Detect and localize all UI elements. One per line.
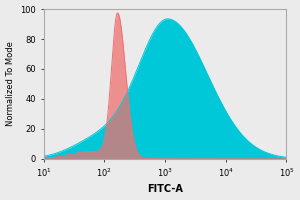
X-axis label: FITC-A: FITC-A <box>147 184 183 194</box>
Y-axis label: Normalized To Mode: Normalized To Mode <box>6 42 15 126</box>
